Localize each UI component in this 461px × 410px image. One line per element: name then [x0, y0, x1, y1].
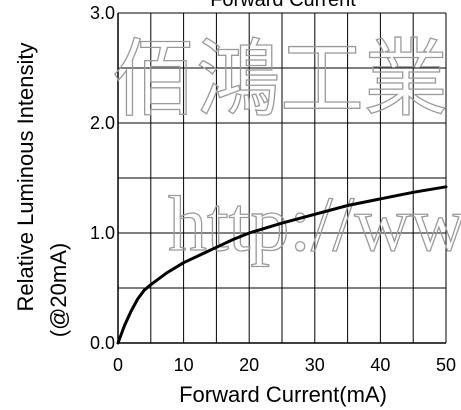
chart-title: Forward Current [210, 0, 356, 11]
series-layer [116, 185, 448, 345]
x-tick-label: 30 [305, 355, 325, 375]
x-tick-label: 20 [239, 355, 259, 375]
y-tick-label: 1.0 [90, 223, 115, 243]
y-axis-title: Relative Luminous Intensity (@20mA) [13, 42, 71, 337]
x-tick-label: 50 [436, 355, 456, 375]
watermark-url-text: http://ww [168, 180, 461, 267]
watermark-cjk-text: 佰鴻工業 [112, 30, 448, 128]
tick-labels: 0 10 20 30 40 50 0.0 1.0 2.0 3.0 [90, 3, 456, 375]
x-tick-label: 10 [174, 355, 194, 375]
series-line [116, 185, 448, 345]
watermark: 佰鴻工業 http://ww [111, 29, 461, 267]
y-tick-label: 0.0 [90, 333, 115, 353]
x-tick-label: 40 [370, 355, 390, 375]
x-axis-title: Forward Current(mA) [179, 382, 387, 407]
y-tick-label: 3.0 [90, 3, 115, 23]
y-axis-title-line-2: (@20mA) [46, 243, 71, 337]
y-axis-title-line-1: Relative Luminous Intensity [13, 42, 38, 311]
y-tick-label: 2.0 [90, 113, 115, 133]
grid [117, 12, 447, 344]
x-tick-label: 0 [113, 355, 123, 375]
